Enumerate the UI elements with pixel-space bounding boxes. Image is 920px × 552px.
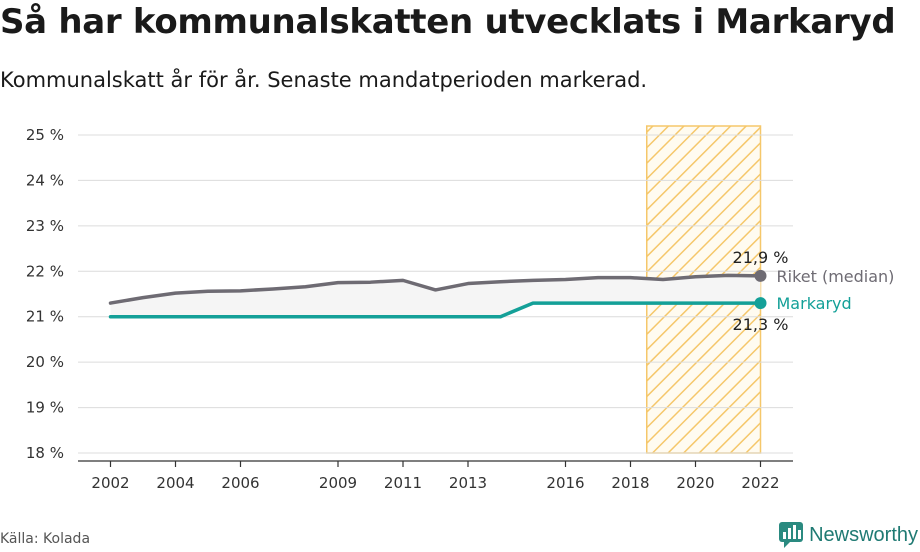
- y-tick-label: 23 %: [26, 217, 64, 235]
- source-note: Källa: Kolada: [0, 531, 91, 547]
- chart-title: Så har kommunalskatten utvecklats i Mark…: [0, 2, 896, 42]
- x-tick-label: 2022: [741, 474, 779, 492]
- x-tick-label: 2006: [221, 474, 259, 492]
- series-label-0: Riket (median): [777, 267, 895, 286]
- value-label-1: 21,3 %: [733, 315, 789, 334]
- x-tick-label: 2018: [611, 474, 649, 492]
- y-tick-label: 22 %: [26, 262, 64, 280]
- series-line-1: [108, 301, 763, 319]
- x-tick-label: 2002: [91, 474, 129, 492]
- x-tick-label: 2009: [319, 474, 357, 492]
- y-tick-label: 21 %: [26, 308, 64, 326]
- value-label-0: 21,9 %: [733, 248, 789, 267]
- series-gap-area: [110, 275, 761, 317]
- series-line-0: [108, 273, 763, 305]
- y-tick-label: 19 %: [26, 399, 64, 417]
- y-tick-label: 20 %: [26, 353, 64, 371]
- x-tick-label: 2013: [449, 474, 487, 492]
- series-end-marker-1: [754, 297, 767, 310]
- series-end-marker-0: [754, 269, 767, 282]
- y-tick-label: 24 %: [26, 171, 64, 189]
- y-tick-label: 18 %: [26, 444, 64, 462]
- x-tick-label: 2020: [676, 474, 714, 492]
- x-tick-label: 2004: [156, 474, 194, 492]
- x-tick-label: 2016: [546, 474, 584, 492]
- newsworthy-chat-bar-icon: [779, 522, 804, 548]
- chart-subtitle: Kommunalskatt år för år. Senaste mandatp…: [0, 68, 648, 92]
- y-tick-label: 25 %: [26, 126, 64, 144]
- series-label-1: Markaryd: [777, 294, 852, 313]
- brand-logo: Newsworthy: [778, 520, 918, 550]
- x-tick-label: 2011: [384, 474, 422, 492]
- brand-name: Newsworthy: [809, 523, 918, 546]
